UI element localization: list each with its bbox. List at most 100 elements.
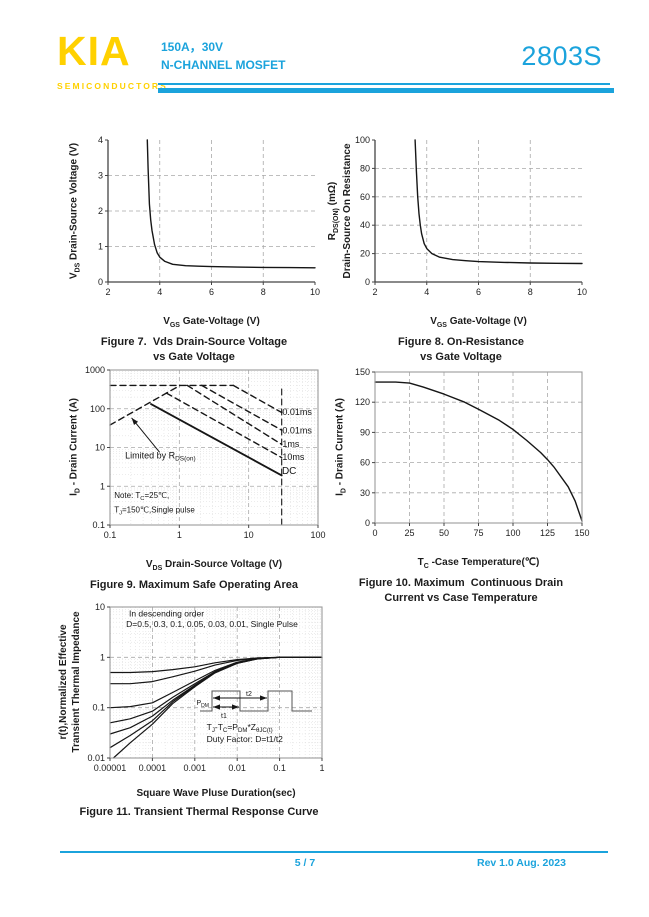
svg-text:1: 1 (319, 763, 324, 773)
svg-text:8: 8 (528, 287, 533, 297)
svg-text:100: 100 (505, 528, 520, 538)
fig9-caption: Figure 9. Maximum Safe Operating Area (89, 579, 299, 591)
part-number: 2803S (521, 41, 602, 71)
svg-text:10: 10 (95, 443, 105, 453)
figure-10: ID - Drain Current (A) 0 25 50 75 100 125 150 0… (323, 364, 599, 607)
device-type: N-CHANNEL MOSFET (161, 58, 286, 72)
svg-text:80: 80 (360, 163, 370, 173)
svg-text:90: 90 (360, 427, 370, 437)
footer-rule (60, 851, 608, 853)
svg-text:50: 50 (439, 528, 449, 538)
svg-text:2: 2 (98, 206, 103, 216)
fig7-x-axis-title: VGS Gate-Voltage (V) (163, 316, 260, 329)
svg-text:10: 10 (310, 287, 320, 297)
fig7-caption: Figure 7. Vds Drain-Source Voltage vs Ga… (100, 336, 288, 364)
fig10-plot: 0 25 50 75 100 125 150 0 30 60 90 120 150 (355, 367, 590, 538)
svg-text:TJ=150℃,Single pulse: TJ=150℃,Single pulse (114, 506, 195, 517)
svg-text:D=0.5, 0.3, 0.1, 0.05, 0.0: D=0.5, 0.3, 0.1, 0.05, 0.03, 0.01, Singl… (126, 619, 298, 629)
svg-text:1: 1 (100, 652, 105, 662)
svg-text:120: 120 (355, 397, 370, 407)
fig11-caption: Figure 11. Transient Thermal Response Cu… (79, 806, 319, 818)
svg-text:0: 0 (365, 518, 370, 528)
page-number: 5 / 7 (294, 857, 316, 869)
svg-text:0.00001: 0.00001 (94, 763, 127, 773)
svg-text:0: 0 (365, 277, 370, 287)
fig8-x-axis-title: VGS Gate-Voltage (V) (430, 316, 527, 329)
svg-text:4: 4 (98, 135, 103, 145)
svg-text:60: 60 (360, 458, 370, 468)
svg-text:1: 1 (177, 530, 182, 540)
svg-text:4: 4 (424, 287, 429, 297)
svg-text:60: 60 (360, 192, 370, 202)
svg-text:100: 100 (90, 404, 105, 414)
svg-text:125: 125 (540, 528, 555, 538)
svg-text:3: 3 (98, 171, 103, 181)
svg-text:4: 4 (157, 287, 162, 297)
device-header: 150A，30V N-CHANNEL MOSFET (161, 38, 285, 74)
svg-text:t2: t2 (246, 691, 252, 698)
svg-text:10: 10 (95, 602, 105, 612)
svg-text:Limited by RDS(on): Limited by RDS(on) (125, 451, 196, 463)
svg-text:1: 1 (100, 481, 105, 491)
fig9-y-axis-title: ID - Drain Current (A) (68, 398, 82, 496)
svg-text:6: 6 (209, 287, 214, 297)
svg-text:0.1: 0.1 (104, 530, 117, 540)
header-rule-thick (158, 88, 614, 93)
svg-text:1: 1 (98, 242, 103, 252)
revision-label: Rev 1.0 Aug. 2023 (477, 857, 566, 869)
svg-text:1ms: 1ms (282, 439, 300, 449)
svg-text:100: 100 (355, 135, 370, 145)
fig7-y-axis-title: VDS Drain-Source Voltage (V) (68, 142, 82, 280)
svg-text:20: 20 (360, 249, 370, 259)
svg-text:75: 75 (473, 528, 483, 538)
figure-11: r(t),Normalized Effective Transient Ther… (56, 600, 342, 820)
svg-text:Duty Factor: D=t1/t2: Duty Factor: D=t1/t2 (207, 734, 284, 744)
figure-8: RDS(ON) (mΩ) Drain-Source On Resistance … (323, 130, 599, 366)
svg-text:2: 2 (372, 287, 377, 297)
svg-text:30: 30 (360, 488, 370, 498)
svg-text:0.01: 0.01 (228, 763, 246, 773)
svg-text:1000: 1000 (85, 365, 105, 375)
svg-text:150: 150 (574, 528, 589, 538)
header-rule-thin (158, 83, 610, 85)
fig11-x-axis-title: Square Wave Pluse Duration(sec) (136, 788, 296, 799)
fig9-plot: 0.1 1 10 100 0.1 1 10 100 1000 0.01ms 0.01ms 1ms 10m… (85, 365, 326, 540)
fig8-y-axis-title: RDS(ON) (mΩ) Drain-Source On Resistance (326, 143, 354, 279)
svg-text:DC: DC (282, 466, 296, 477)
svg-text:0.1: 0.1 (273, 763, 286, 773)
svg-text:0: 0 (98, 277, 103, 287)
svg-text:10: 10 (577, 287, 587, 297)
svg-text:0.0001: 0.0001 (139, 763, 167, 773)
svg-text:0.01ms: 0.01ms (282, 407, 312, 417)
svg-text:40: 40 (360, 220, 370, 230)
fig10-caption: Figure 10. Maximum Continuous Drain Curr… (358, 577, 564, 605)
svg-text:t1: t1 (221, 713, 227, 720)
svg-text:PDM: PDM (197, 700, 210, 709)
svg-text:0.01ms: 0.01ms (282, 425, 312, 435)
figure-9: ID - Drain Current (A) 0.1 1 10 100 0.1 1 10 10… (56, 364, 332, 593)
svg-text:0.001: 0.001 (184, 763, 207, 773)
svg-text:150: 150 (355, 367, 370, 377)
svg-text:8: 8 (261, 287, 266, 297)
svg-text:100: 100 (310, 530, 325, 540)
svg-text:0.1: 0.1 (92, 520, 105, 530)
svg-text:0.01: 0.01 (87, 753, 105, 763)
svg-text:2: 2 (105, 287, 110, 297)
kia-logo: KIA (57, 28, 131, 74)
svg-text:0: 0 (372, 528, 377, 538)
svg-text:In descending order: In descending order (129, 608, 204, 618)
svg-text:TJ-TC=PDM*ZθJC(t): TJ-TC=PDM*ZθJC(t) (207, 722, 273, 734)
fig9-x-axis-title: VDS Drain-Source Voltage (V) (145, 559, 283, 572)
fig8-caption: Figure 8. On-Resistance vs Gate Voltage (398, 336, 524, 364)
svg-text:6: 6 (476, 287, 481, 297)
fig10-x-axis-title: TC -Case Temperature(℃) (417, 557, 540, 570)
svg-text:0.1: 0.1 (92, 703, 105, 713)
svg-text:10: 10 (244, 530, 254, 540)
fig10-y-axis-title: ID - Drain Current (A) (334, 398, 348, 496)
fig11-y-axis-title: r(t),Normalized Effective Transient Ther… (58, 611, 82, 753)
fig7-plot: 2 4 6 8 10 0 1 2 3 4 (98, 135, 320, 297)
svg-text:Note: TC=25℃,: Note: TC=25℃, (114, 491, 169, 502)
svg-text:10ms: 10ms (282, 452, 305, 462)
